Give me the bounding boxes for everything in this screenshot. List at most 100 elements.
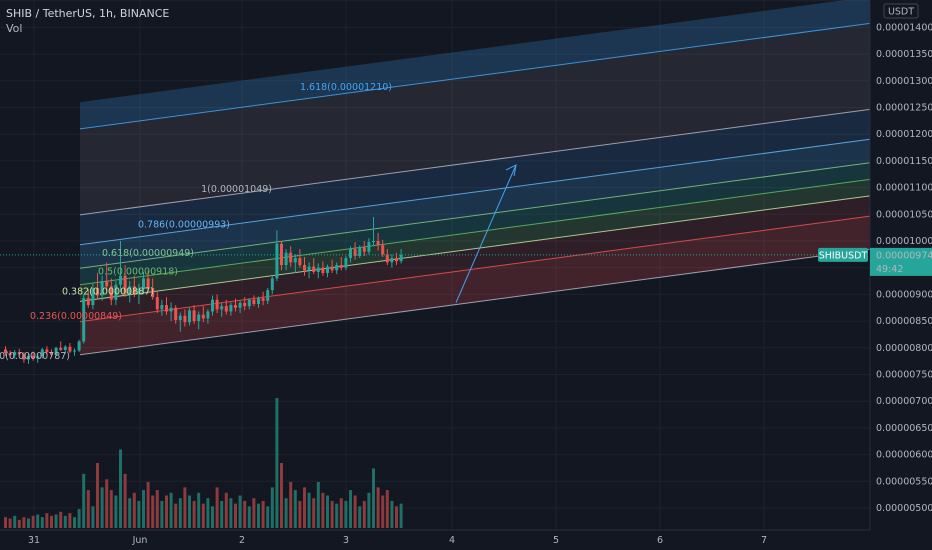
volume-bar bbox=[234, 503, 237, 528]
fib-label: 0(0.00000787) bbox=[0, 351, 70, 362]
currency-box bbox=[883, 3, 919, 19]
volume-bar bbox=[275, 398, 279, 528]
volume-bar bbox=[257, 503, 260, 528]
candle-body bbox=[132, 286, 136, 295]
candle-body bbox=[252, 299, 256, 305]
candle-body bbox=[206, 311, 210, 319]
candle-body bbox=[293, 258, 297, 263]
candle-body bbox=[119, 275, 122, 285]
volume-bar bbox=[399, 503, 403, 528]
volume-bar bbox=[114, 495, 118, 528]
volume-bar bbox=[82, 473, 86, 528]
volume-bar bbox=[266, 506, 270, 528]
candle-body bbox=[238, 302, 242, 308]
last-price-badge: SHIBUSDT 0.00000974 49:42 bbox=[818, 247, 932, 276]
candle-body bbox=[50, 352, 53, 355]
candle-body bbox=[146, 278, 150, 288]
time-axis[interactable]: 31 Jun 2 3 4 5 6 7 bbox=[0, 529, 870, 546]
candle-body bbox=[266, 290, 270, 301]
price-tick-label: 0.00000850 bbox=[876, 316, 932, 327]
price-badge bbox=[870, 247, 932, 276]
candle-body bbox=[192, 310, 196, 322]
volume-bar bbox=[160, 500, 164, 528]
volume-bar bbox=[316, 481, 320, 528]
candle-body bbox=[8, 353, 12, 356]
candle-body bbox=[344, 258, 348, 268]
volume-bar bbox=[206, 498, 210, 528]
volume-bar bbox=[22, 517, 26, 528]
candle-body bbox=[128, 286, 132, 294]
volume-bar bbox=[326, 495, 329, 528]
volume-bar bbox=[344, 500, 348, 528]
candle-body bbox=[224, 306, 228, 312]
price-tick-label: 0.00001400 bbox=[876, 22, 932, 33]
candle-body bbox=[54, 347, 58, 355]
candle-body bbox=[86, 298, 90, 306]
volume-bar bbox=[211, 506, 214, 528]
volume-bar bbox=[197, 492, 201, 528]
candle-body bbox=[372, 241, 375, 243]
candle-body bbox=[45, 349, 49, 353]
volume-bar bbox=[376, 487, 380, 528]
candle-body bbox=[220, 306, 224, 310]
volume-bar bbox=[243, 500, 247, 528]
candle-body bbox=[215, 299, 219, 310]
candle-body bbox=[160, 305, 164, 310]
fib-level-line bbox=[79, 178, 871, 286]
candle-body bbox=[312, 266, 316, 272]
candle-body bbox=[316, 267, 320, 272]
candle-body bbox=[178, 315, 182, 321]
price-tick-label: 0.00001100 bbox=[876, 183, 932, 194]
volume-bar bbox=[381, 495, 385, 528]
price-tick-label: 0.00000550 bbox=[876, 476, 932, 487]
fib-band bbox=[80, 139, 870, 269]
volume-bar bbox=[270, 487, 274, 528]
volume-bar bbox=[91, 506, 95, 528]
fib-level-line bbox=[79, 195, 871, 302]
volume-bar bbox=[224, 492, 228, 528]
candle-body bbox=[307, 266, 311, 271]
volume-bar bbox=[27, 518, 30, 528]
volume-bar bbox=[252, 498, 256, 528]
candle-body bbox=[358, 247, 362, 256]
fib-channel[interactable] bbox=[79, 0, 871, 356]
candle-body bbox=[247, 299, 251, 307]
volume-bar bbox=[4, 517, 7, 528]
candle-body bbox=[142, 278, 145, 290]
volume-bar bbox=[353, 495, 357, 528]
volume-bar bbox=[183, 487, 187, 528]
volume-bar bbox=[17, 519, 21, 528]
candle-body bbox=[155, 297, 159, 310]
volume-bar bbox=[201, 503, 205, 528]
volume-bar bbox=[132, 492, 136, 528]
price-badge-text: 0.00000974 bbox=[876, 250, 932, 261]
candle-body bbox=[362, 247, 366, 252]
fib-label: 0.5(0.00000918) bbox=[98, 267, 178, 278]
candle-body bbox=[381, 245, 385, 255]
volume-indicator-label[interactable]: Vol bbox=[6, 22, 23, 35]
fib-band bbox=[80, 109, 870, 245]
volume-bars bbox=[4, 398, 403, 528]
fib-level-line bbox=[79, 138, 871, 246]
candle-body bbox=[395, 258, 398, 262]
candle-body bbox=[96, 287, 99, 296]
candle-body bbox=[174, 307, 178, 321]
candle-body bbox=[109, 286, 113, 300]
chart-legend: SHIB / TetherUS, 1h, BINANCE Vol bbox=[6, 6, 169, 36]
symbol-title[interactable]: SHIB / TetherUS, 1h, BINANCE bbox=[6, 7, 170, 20]
candle-body bbox=[257, 298, 260, 305]
candle-body bbox=[349, 249, 352, 259]
candle-body bbox=[183, 315, 187, 323]
volume-bar bbox=[123, 473, 127, 528]
volume-bar bbox=[59, 511, 63, 528]
candle-body bbox=[165, 305, 168, 312]
symbol-badge bbox=[818, 247, 868, 262]
price-tick-label: 0.00001200 bbox=[876, 129, 932, 140]
candle-body bbox=[376, 241, 380, 246]
candle-body bbox=[36, 356, 40, 359]
candle-body bbox=[335, 265, 339, 271]
fib-label: 1.618(0.00001210) bbox=[300, 82, 392, 93]
price-tick-label: 0.00000700 bbox=[876, 396, 932, 407]
candle-body bbox=[353, 249, 357, 256]
